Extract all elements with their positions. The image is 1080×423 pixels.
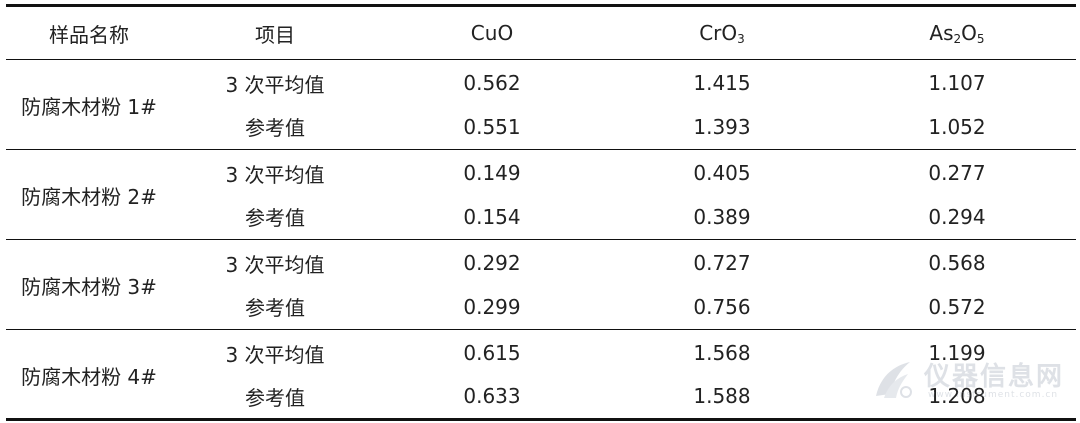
as2o5-cell: 0.277 <box>928 161 986 186</box>
table-row: 参考值 0.299 0.756 0.572 <box>6 284 1076 330</box>
as2o5-cell: 0.294 <box>838 194 1076 240</box>
table-body: 防腐木材粉 1# 3 次平均值 0.562 1.415 1.107 参考值 0.… <box>6 59 1076 421</box>
sample-name-cell: 防腐木材粉 1# <box>6 59 172 150</box>
cuo-cell: 0.292 <box>463 251 521 276</box>
as2o5-cell: 1.107 <box>928 71 986 96</box>
header-as2o5-as: As <box>929 20 954 45</box>
cro3-cell: 0.389 <box>606 194 838 240</box>
item-cell: 参考值 <box>172 194 378 240</box>
header-as2o5-sub-5: 5 <box>976 31 985 46</box>
results-table: 样品名称 项目 CuO CrO3 As2O5 防腐木材粉 1# 3 次平均值 0… <box>6 4 1076 421</box>
table-header: 样品名称 项目 CuO CrO3 As2O5 <box>6 4 1076 60</box>
header-row: 样品名称 项目 CuO CrO3 As2O5 <box>6 4 1076 60</box>
as2o5-cell: 1.052 <box>838 104 1076 150</box>
sample-name-cell: 防腐木材粉 3# <box>6 239 172 330</box>
as2o5-cell: 1.199 <box>928 341 986 366</box>
cro3-cell: 0.727 <box>693 251 751 276</box>
header-cro3-base: CrO <box>699 20 738 45</box>
header-cuo: CuO <box>378 4 606 60</box>
cuo-cell: 0.551 <box>378 104 606 150</box>
table-row: 防腐木材粉 4# 3 次平均值 0.615 1.568 1.199 <box>6 329 1076 421</box>
header-cro3: CrO3 <box>606 4 838 60</box>
cro3-cell: 1.588 <box>606 374 838 421</box>
cro3-cell: 1.415 <box>693 71 751 96</box>
cro3-cell: 1.568 <box>693 341 751 366</box>
sample-name-cell: 防腐木材粉 2# <box>6 149 172 240</box>
cro3-cell: 0.405 <box>693 161 751 186</box>
table-row: 防腐木材粉 1# 3 次平均值 0.562 1.415 1.107 <box>6 59 1076 150</box>
table-row: 防腐木材粉 3# 3 次平均值 0.292 0.727 0.568 <box>6 239 1076 330</box>
cro3-cell: 1.393 <box>606 104 838 150</box>
header-as2o5: As2O5 <box>838 4 1076 60</box>
as2o5-cell: 0.572 <box>838 284 1076 330</box>
header-as2o5-sub-2: 2 <box>953 31 962 46</box>
cuo-cell: 0.299 <box>378 284 606 330</box>
header-sample-name: 样品名称 <box>6 4 172 60</box>
header-as2o5-o: O <box>961 20 977 45</box>
cuo-cell: 0.154 <box>378 194 606 240</box>
table-row: 参考值 0.551 1.393 1.052 <box>6 104 1076 150</box>
item-cell: 参考值 <box>172 284 378 330</box>
table-row: 参考值 0.154 0.389 0.294 <box>6 194 1076 240</box>
header-item: 项目 <box>172 4 378 60</box>
table-row: 防腐木材粉 2# 3 次平均值 0.149 0.405 0.277 <box>6 149 1076 240</box>
sample-name-cell: 防腐木材粉 4# <box>6 329 172 421</box>
item-cell: 3 次平均值 <box>225 252 325 277</box>
item-cell: 3 次平均值 <box>225 72 325 97</box>
cuo-cell: 0.149 <box>463 161 521 186</box>
cro3-cell: 0.756 <box>606 284 838 330</box>
cuo-cell: 0.633 <box>378 374 606 421</box>
cuo-cell: 0.615 <box>463 341 521 366</box>
item-cell: 3 次平均值 <box>225 342 325 367</box>
as2o5-cell: 0.568 <box>928 251 986 276</box>
cuo-cell: 0.562 <box>463 71 521 96</box>
item-cell: 3 次平均值 <box>225 162 325 187</box>
table-row: 参考值 0.633 1.588 1.208 <box>6 374 1076 421</box>
header-cro3-sub: 3 <box>737 31 745 46</box>
item-cell: 参考值 <box>172 104 378 150</box>
as2o5-cell: 1.208 <box>838 374 1076 421</box>
item-cell: 参考值 <box>172 374 378 421</box>
